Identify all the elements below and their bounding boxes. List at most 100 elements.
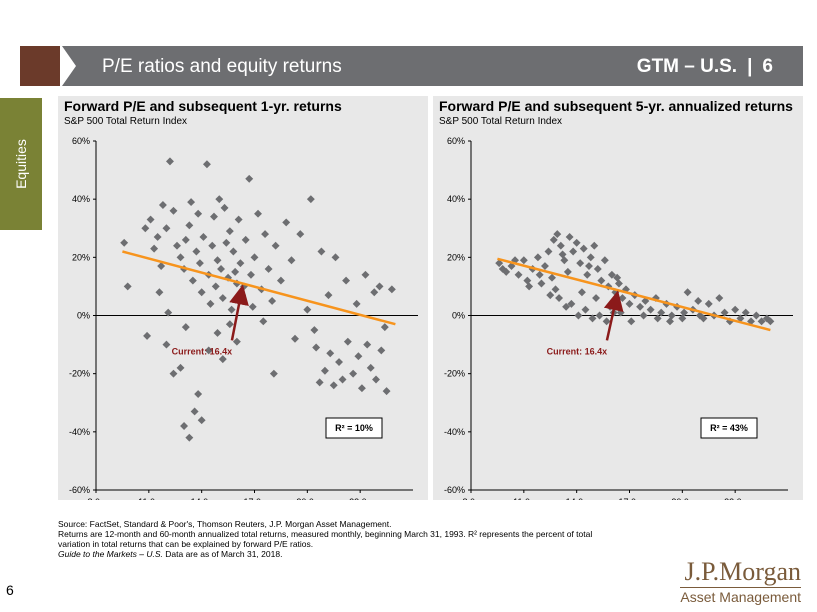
data-point [210, 212, 218, 221]
data-point [618, 294, 627, 303]
y-tick-label: 20% [72, 252, 90, 262]
data-point [222, 238, 231, 247]
y-tick-label: 40% [447, 194, 465, 204]
data-point [291, 334, 299, 343]
x-tick-label: 23.0x [349, 497, 372, 500]
data-point [155, 288, 164, 297]
data-point [563, 267, 572, 276]
data-point [541, 262, 549, 271]
data-point [766, 317, 775, 326]
data-point [197, 288, 206, 297]
data-point [338, 375, 347, 384]
trend-line [122, 250, 396, 326]
chart-title: Forward P/E and subsequent 5-yr. annuali… [439, 98, 793, 114]
data-point [312, 343, 321, 352]
x-tick-label: 8.0x [87, 497, 105, 500]
data-point [574, 311, 583, 320]
data-point [329, 381, 338, 390]
data-point [220, 203, 229, 212]
data-point [349, 369, 358, 378]
data-point [731, 305, 740, 314]
data-point [169, 369, 178, 378]
y-tick-label: -40% [444, 427, 465, 437]
y-tick-label: 0% [452, 311, 465, 321]
data-point [736, 314, 745, 323]
data-point [234, 215, 243, 224]
data-point [287, 256, 296, 265]
r2-box [325, 417, 383, 439]
y-tick-label: 0% [77, 311, 90, 321]
x-tick-label: 20.0x [296, 497, 319, 500]
y-tick-label: -40% [69, 427, 90, 437]
data-point [523, 276, 532, 285]
data-point [231, 267, 240, 276]
section-tab[interactable]: Equities [0, 98, 42, 230]
data-point [577, 288, 586, 297]
data-point [317, 247, 326, 256]
gtm-label: GTM – U.S. | 6 [637, 56, 773, 78]
data-point [590, 241, 599, 250]
y-tick-label: 60% [447, 136, 465, 146]
x-tick-label: 14.0x [566, 497, 589, 500]
data-point [551, 285, 560, 294]
footnote-guide: Guide to the Markets – U.S. [58, 549, 163, 559]
data-point [525, 282, 534, 291]
scatter-chart-5yr: -60% -40% -20% 0% 20% 40% 60% 8.0x 11.0x 14.0x 17.… [444, 136, 793, 500]
data-point [232, 337, 241, 346]
data-point [741, 308, 750, 317]
data-point [567, 299, 576, 308]
data-point [194, 209, 203, 218]
data-point [502, 267, 511, 276]
data-point [593, 265, 602, 273]
data-point [218, 355, 227, 364]
data-point [357, 384, 366, 393]
data-point [533, 253, 542, 262]
data-point [752, 311, 761, 320]
data-point [361, 270, 370, 279]
chart-panel-1yr: Forward P/E and subsequent 1-yr. returns… [58, 96, 428, 500]
data-point [653, 314, 662, 323]
data-point [181, 235, 190, 244]
data-point [560, 256, 569, 265]
data-point [208, 241, 217, 250]
data-point [315, 378, 324, 387]
data-point [657, 308, 666, 317]
data-point [158, 201, 167, 209]
footnote-asof: Data are as of March 31, 2018. [162, 549, 283, 559]
data-point [572, 238, 581, 247]
data-point [646, 305, 655, 314]
data-point [335, 358, 343, 366]
r2-box [700, 417, 758, 439]
data-point [306, 195, 315, 204]
data-point [162, 224, 171, 233]
data-point [326, 349, 335, 358]
data-point [625, 299, 634, 308]
data-point [120, 238, 129, 247]
data-point [206, 299, 215, 308]
data-point [245, 174, 254, 183]
banner-accent [20, 46, 60, 86]
data-point [569, 247, 578, 256]
data-point [213, 256, 222, 265]
section-tab-label: Equities [13, 139, 29, 189]
data-point [514, 270, 523, 279]
slide-number: 6 [762, 56, 773, 77]
data-point [268, 296, 277, 305]
data-point [195, 259, 204, 268]
footnote-date: Guide to the Markets – U.S. Data are as … [58, 549, 658, 559]
data-point [636, 302, 645, 311]
title-banner [62, 46, 803, 86]
data-point [342, 276, 351, 285]
trend-line [497, 257, 771, 332]
header-separator: | [747, 56, 753, 77]
data-point [123, 282, 132, 291]
data-point [250, 253, 259, 262]
x-tick-label: 17.0x [618, 497, 641, 500]
data-point [581, 305, 590, 314]
data-point [229, 247, 238, 256]
chart-panel-5yr: Forward P/E and subsequent 5-yr. annuali… [433, 96, 803, 500]
logo-name: J.P.Morgan [684, 557, 801, 586]
data-point [259, 317, 268, 326]
data-point [667, 311, 676, 320]
data-point [190, 407, 199, 416]
